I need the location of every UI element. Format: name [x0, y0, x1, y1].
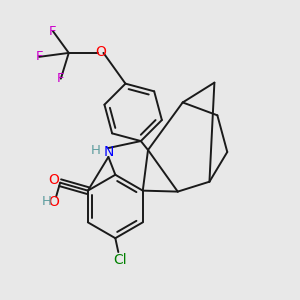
Text: H: H — [41, 195, 51, 208]
Text: F: F — [35, 50, 43, 63]
Text: Cl: Cl — [113, 253, 127, 267]
Text: O: O — [49, 194, 60, 208]
Text: O: O — [49, 173, 60, 187]
Text: H: H — [91, 145, 100, 158]
Text: O: O — [95, 45, 106, 59]
Text: F: F — [49, 25, 57, 38]
Text: N: N — [103, 145, 114, 159]
Text: F: F — [57, 72, 64, 85]
